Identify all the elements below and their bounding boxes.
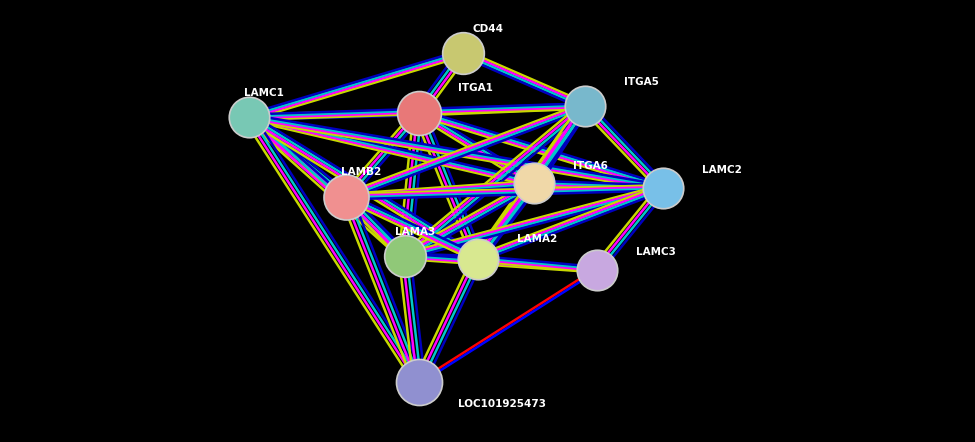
Point xyxy=(526,180,542,187)
Text: LAMC3: LAMC3 xyxy=(636,247,676,257)
Point xyxy=(470,255,486,262)
Point xyxy=(411,109,427,116)
Text: LAMA2: LAMA2 xyxy=(517,234,557,244)
Point xyxy=(241,114,256,121)
Text: ITGA6: ITGA6 xyxy=(573,161,608,171)
Point xyxy=(397,253,412,260)
Text: ITGA1: ITGA1 xyxy=(458,84,493,93)
Text: LOC101925473: LOC101925473 xyxy=(458,400,546,409)
Point xyxy=(338,193,354,200)
Point xyxy=(589,266,604,273)
Text: CD44: CD44 xyxy=(473,24,504,34)
Point xyxy=(577,103,593,110)
Point xyxy=(455,50,471,57)
Text: LAMC2: LAMC2 xyxy=(702,165,742,175)
Text: LAMC1: LAMC1 xyxy=(244,88,284,98)
Point xyxy=(655,184,671,191)
Text: LAMA3: LAMA3 xyxy=(395,227,435,237)
Text: ITGA5: ITGA5 xyxy=(624,77,659,87)
Text: LAMB2: LAMB2 xyxy=(341,168,381,177)
Point xyxy=(411,379,427,386)
